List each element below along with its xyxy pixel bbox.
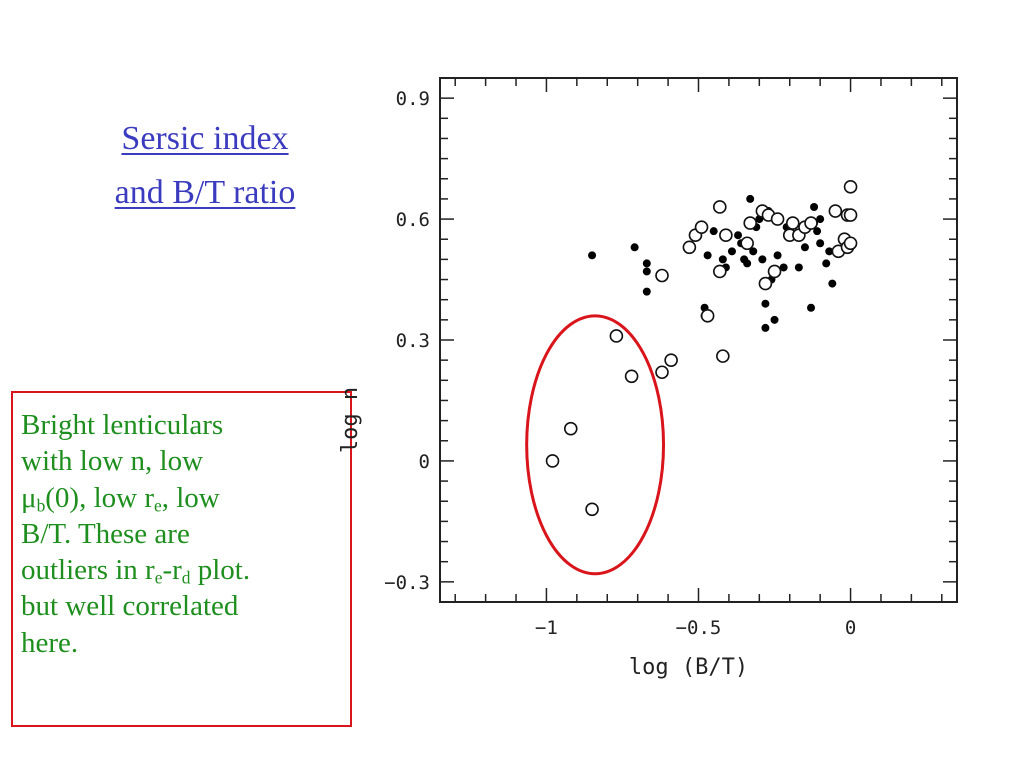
annotation-line-7: here.	[21, 626, 79, 659]
open-circle-point	[767, 264, 782, 279]
annotation-line-4: B/T. These are	[21, 517, 190, 550]
open-circle-point	[682, 240, 697, 255]
y-tick-label: 0.6	[396, 209, 430, 231]
subscript-e: e	[154, 567, 163, 588]
x-axis-label: log (B/T)	[629, 655, 748, 680]
y-tick-label: 0	[419, 451, 430, 473]
filled-circle-point	[588, 251, 597, 260]
filled-circle-point	[770, 315, 779, 324]
open-circle-point	[843, 208, 858, 222]
data-points	[545, 180, 858, 517]
open-circle-point	[712, 200, 727, 214]
x-axis-tick-labels: −1 −0.5 0	[535, 617, 856, 639]
filled-circle-point	[630, 243, 639, 252]
x-tick-label: 0	[845, 617, 856, 639]
filled-circle-point	[642, 287, 651, 296]
filled-circle-point	[734, 231, 743, 240]
open-circle-point	[694, 220, 709, 234]
filled-circle-point	[800, 243, 809, 252]
filled-circle-point	[822, 259, 831, 268]
filled-circle-point	[642, 259, 651, 268]
subscript-b: b	[36, 494, 46, 515]
annotation-line-3: μb(0), low re, low	[21, 480, 342, 516]
open-circle-point	[609, 329, 624, 343]
filled-circle-point	[816, 215, 825, 224]
filled-circle-point	[825, 247, 834, 256]
annotation-line-3-b: , low	[161, 481, 220, 514]
annotation-line-5-c: plot.	[190, 554, 251, 586]
annotation-line-5-a: outliers in r	[21, 554, 155, 586]
open-circle-point	[664, 353, 678, 367]
x-tick-label: −0.5	[676, 617, 722, 639]
filled-circle-point	[761, 299, 770, 308]
open-circle-point	[700, 309, 715, 323]
filled-circle-point	[743, 259, 752, 268]
annotation-line-5-b: -r	[162, 554, 182, 586]
open-circle-point	[804, 216, 818, 230]
filled-circle-point	[758, 255, 767, 264]
open-circle-point	[585, 502, 599, 517]
y-axis-ticks	[440, 97, 957, 583]
filled-circle-point	[813, 227, 822, 236]
annotation-line-5: outliers in re-rd plot.	[21, 552, 342, 588]
x-tick-label: −1	[535, 617, 558, 639]
filled-circle-point	[761, 323, 770, 332]
open-circle-point	[743, 216, 758, 230]
mu-symbol: μ	[21, 481, 37, 514]
filled-circle-point	[746, 194, 755, 203]
y-tick-label: −0.3	[384, 572, 430, 594]
filled-circle-point	[794, 263, 803, 272]
filled-circle-point	[773, 251, 782, 260]
filled-circle-point	[642, 267, 651, 276]
open-circle-point	[758, 276, 773, 291]
filled-circle-point	[718, 255, 727, 264]
filled-circle-point	[828, 279, 837, 288]
outlier-highlight-ellipse	[525, 314, 666, 576]
subscript-e: e	[154, 494, 162, 515]
open-circle-point	[655, 365, 669, 380]
y-axis-label: log n	[338, 387, 363, 453]
open-circle-point	[716, 349, 730, 363]
filled-circle-point	[807, 303, 816, 312]
plot-frame	[439, 77, 958, 603]
filled-circle-point	[703, 251, 712, 260]
y-tick-label: 0.9	[396, 88, 430, 110]
filled-circle-point	[727, 247, 736, 256]
filled-circle-point	[810, 202, 819, 211]
open-circle-point	[545, 454, 560, 468]
open-circle-point	[740, 236, 754, 251]
slide-title-line-2: and B/T ratio	[114, 174, 296, 212]
open-circle-point	[770, 212, 785, 226]
open-circle-point	[563, 421, 578, 436]
open-circle-point	[712, 264, 727, 279]
slide-title-line-1: Sersic index	[121, 120, 289, 157]
subscript-d: d	[181, 567, 191, 588]
open-circle-point	[843, 236, 858, 251]
open-circle-point	[624, 369, 639, 384]
annotation-line-3-a: (0), low r	[45, 481, 154, 514]
y-axis-tick-labels: −0.3 0 0.3 0.6 0.9	[384, 88, 430, 594]
filled-circle-point	[816, 239, 825, 248]
x-axis-ticks	[454, 78, 943, 602]
annotation-line-6: but well correlated	[21, 590, 239, 623]
open-circle-point	[785, 216, 800, 230]
open-circle-point	[655, 268, 669, 283]
slide-title: Sersic index and B/T ratio	[60, 112, 350, 221]
annotation-line-1: Bright lenticulars	[21, 409, 224, 441]
open-circle-point	[719, 228, 733, 242]
annotation-box: Bright lenticulars with low n, low μb(0)…	[11, 391, 352, 727]
filled-circle-point	[779, 263, 788, 272]
filled-circle-point	[749, 247, 758, 256]
y-tick-label: 0.3	[396, 330, 430, 352]
open-circle-point	[828, 204, 843, 218]
annotation-line-2: with low n, low	[21, 445, 204, 478]
open-circle-point	[843, 180, 858, 194]
filled-circle-point	[709, 227, 718, 236]
